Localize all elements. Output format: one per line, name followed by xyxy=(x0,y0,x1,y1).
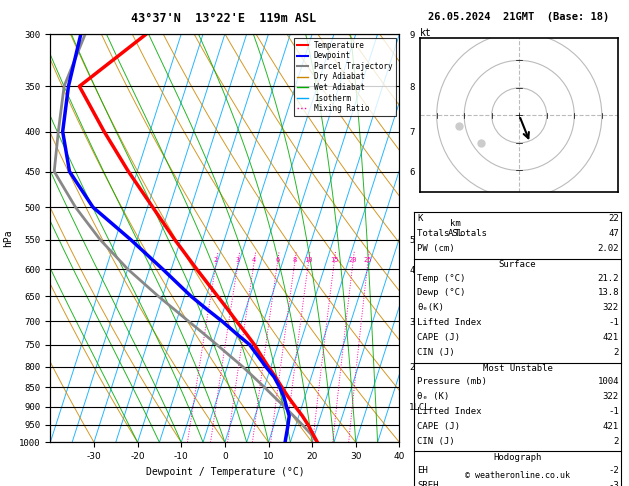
Text: Totals Totals: Totals Totals xyxy=(417,229,487,238)
Text: 2: 2 xyxy=(613,436,619,446)
Y-axis label: hPa: hPa xyxy=(4,229,14,247)
Text: 43°37'N  13°22'E  119m ASL: 43°37'N 13°22'E 119m ASL xyxy=(131,12,316,25)
X-axis label: Dewpoint / Temperature (°C): Dewpoint / Temperature (°C) xyxy=(145,467,304,477)
Text: PW (cm): PW (cm) xyxy=(417,244,455,253)
Text: Lifted Index: Lifted Index xyxy=(417,318,482,327)
Text: 25: 25 xyxy=(364,258,372,263)
Text: Surface: Surface xyxy=(499,260,537,269)
Text: CIN (J): CIN (J) xyxy=(417,436,455,446)
Legend: Temperature, Dewpoint, Parcel Trajectory, Dry Adiabat, Wet Adiabat, Isotherm, Mi: Temperature, Dewpoint, Parcel Trajectory… xyxy=(294,38,396,116)
Text: 15: 15 xyxy=(330,258,338,263)
Text: 8: 8 xyxy=(292,258,297,263)
Text: -2: -2 xyxy=(608,466,619,475)
Text: Pressure (mb): Pressure (mb) xyxy=(417,377,487,386)
Text: K: K xyxy=(417,214,423,224)
Text: 26.05.2024  21GMT  (Base: 18): 26.05.2024 21GMT (Base: 18) xyxy=(428,12,610,22)
Text: -1: -1 xyxy=(608,318,619,327)
Text: kt: kt xyxy=(420,28,432,37)
Text: 20: 20 xyxy=(348,258,357,263)
Text: 2: 2 xyxy=(613,347,619,357)
Text: 47: 47 xyxy=(608,229,619,238)
Text: -1: -1 xyxy=(608,407,619,416)
Text: © weatheronline.co.uk: © weatheronline.co.uk xyxy=(465,471,570,480)
Y-axis label: km
ASL: km ASL xyxy=(448,219,464,238)
Text: 3: 3 xyxy=(236,258,240,263)
Text: 13.8: 13.8 xyxy=(598,288,619,297)
Text: -3: -3 xyxy=(608,481,619,486)
Text: 22: 22 xyxy=(608,214,619,224)
Text: θₑ(K): θₑ(K) xyxy=(417,303,444,312)
Text: Lifted Index: Lifted Index xyxy=(417,407,482,416)
Text: Hodograph: Hodograph xyxy=(494,453,542,462)
Text: Most Unstable: Most Unstable xyxy=(482,364,553,373)
Text: 21.2: 21.2 xyxy=(598,274,619,283)
Text: Temp (°C): Temp (°C) xyxy=(417,274,465,283)
Text: SREH: SREH xyxy=(417,481,438,486)
Text: 322: 322 xyxy=(603,392,619,401)
Text: 421: 421 xyxy=(603,333,619,342)
Text: 322: 322 xyxy=(603,303,619,312)
Text: 2: 2 xyxy=(214,258,218,263)
Text: θₑ (K): θₑ (K) xyxy=(417,392,449,401)
Text: 10: 10 xyxy=(304,258,313,263)
Text: 2.02: 2.02 xyxy=(598,244,619,253)
Text: 4: 4 xyxy=(252,258,256,263)
Text: CAPE (J): CAPE (J) xyxy=(417,333,460,342)
Text: EH: EH xyxy=(417,466,428,475)
Text: 1004: 1004 xyxy=(598,377,619,386)
Text: CAPE (J): CAPE (J) xyxy=(417,422,460,431)
Text: 421: 421 xyxy=(603,422,619,431)
Text: Dewp (°C): Dewp (°C) xyxy=(417,288,465,297)
Text: 6: 6 xyxy=(276,258,279,263)
Text: CIN (J): CIN (J) xyxy=(417,347,455,357)
